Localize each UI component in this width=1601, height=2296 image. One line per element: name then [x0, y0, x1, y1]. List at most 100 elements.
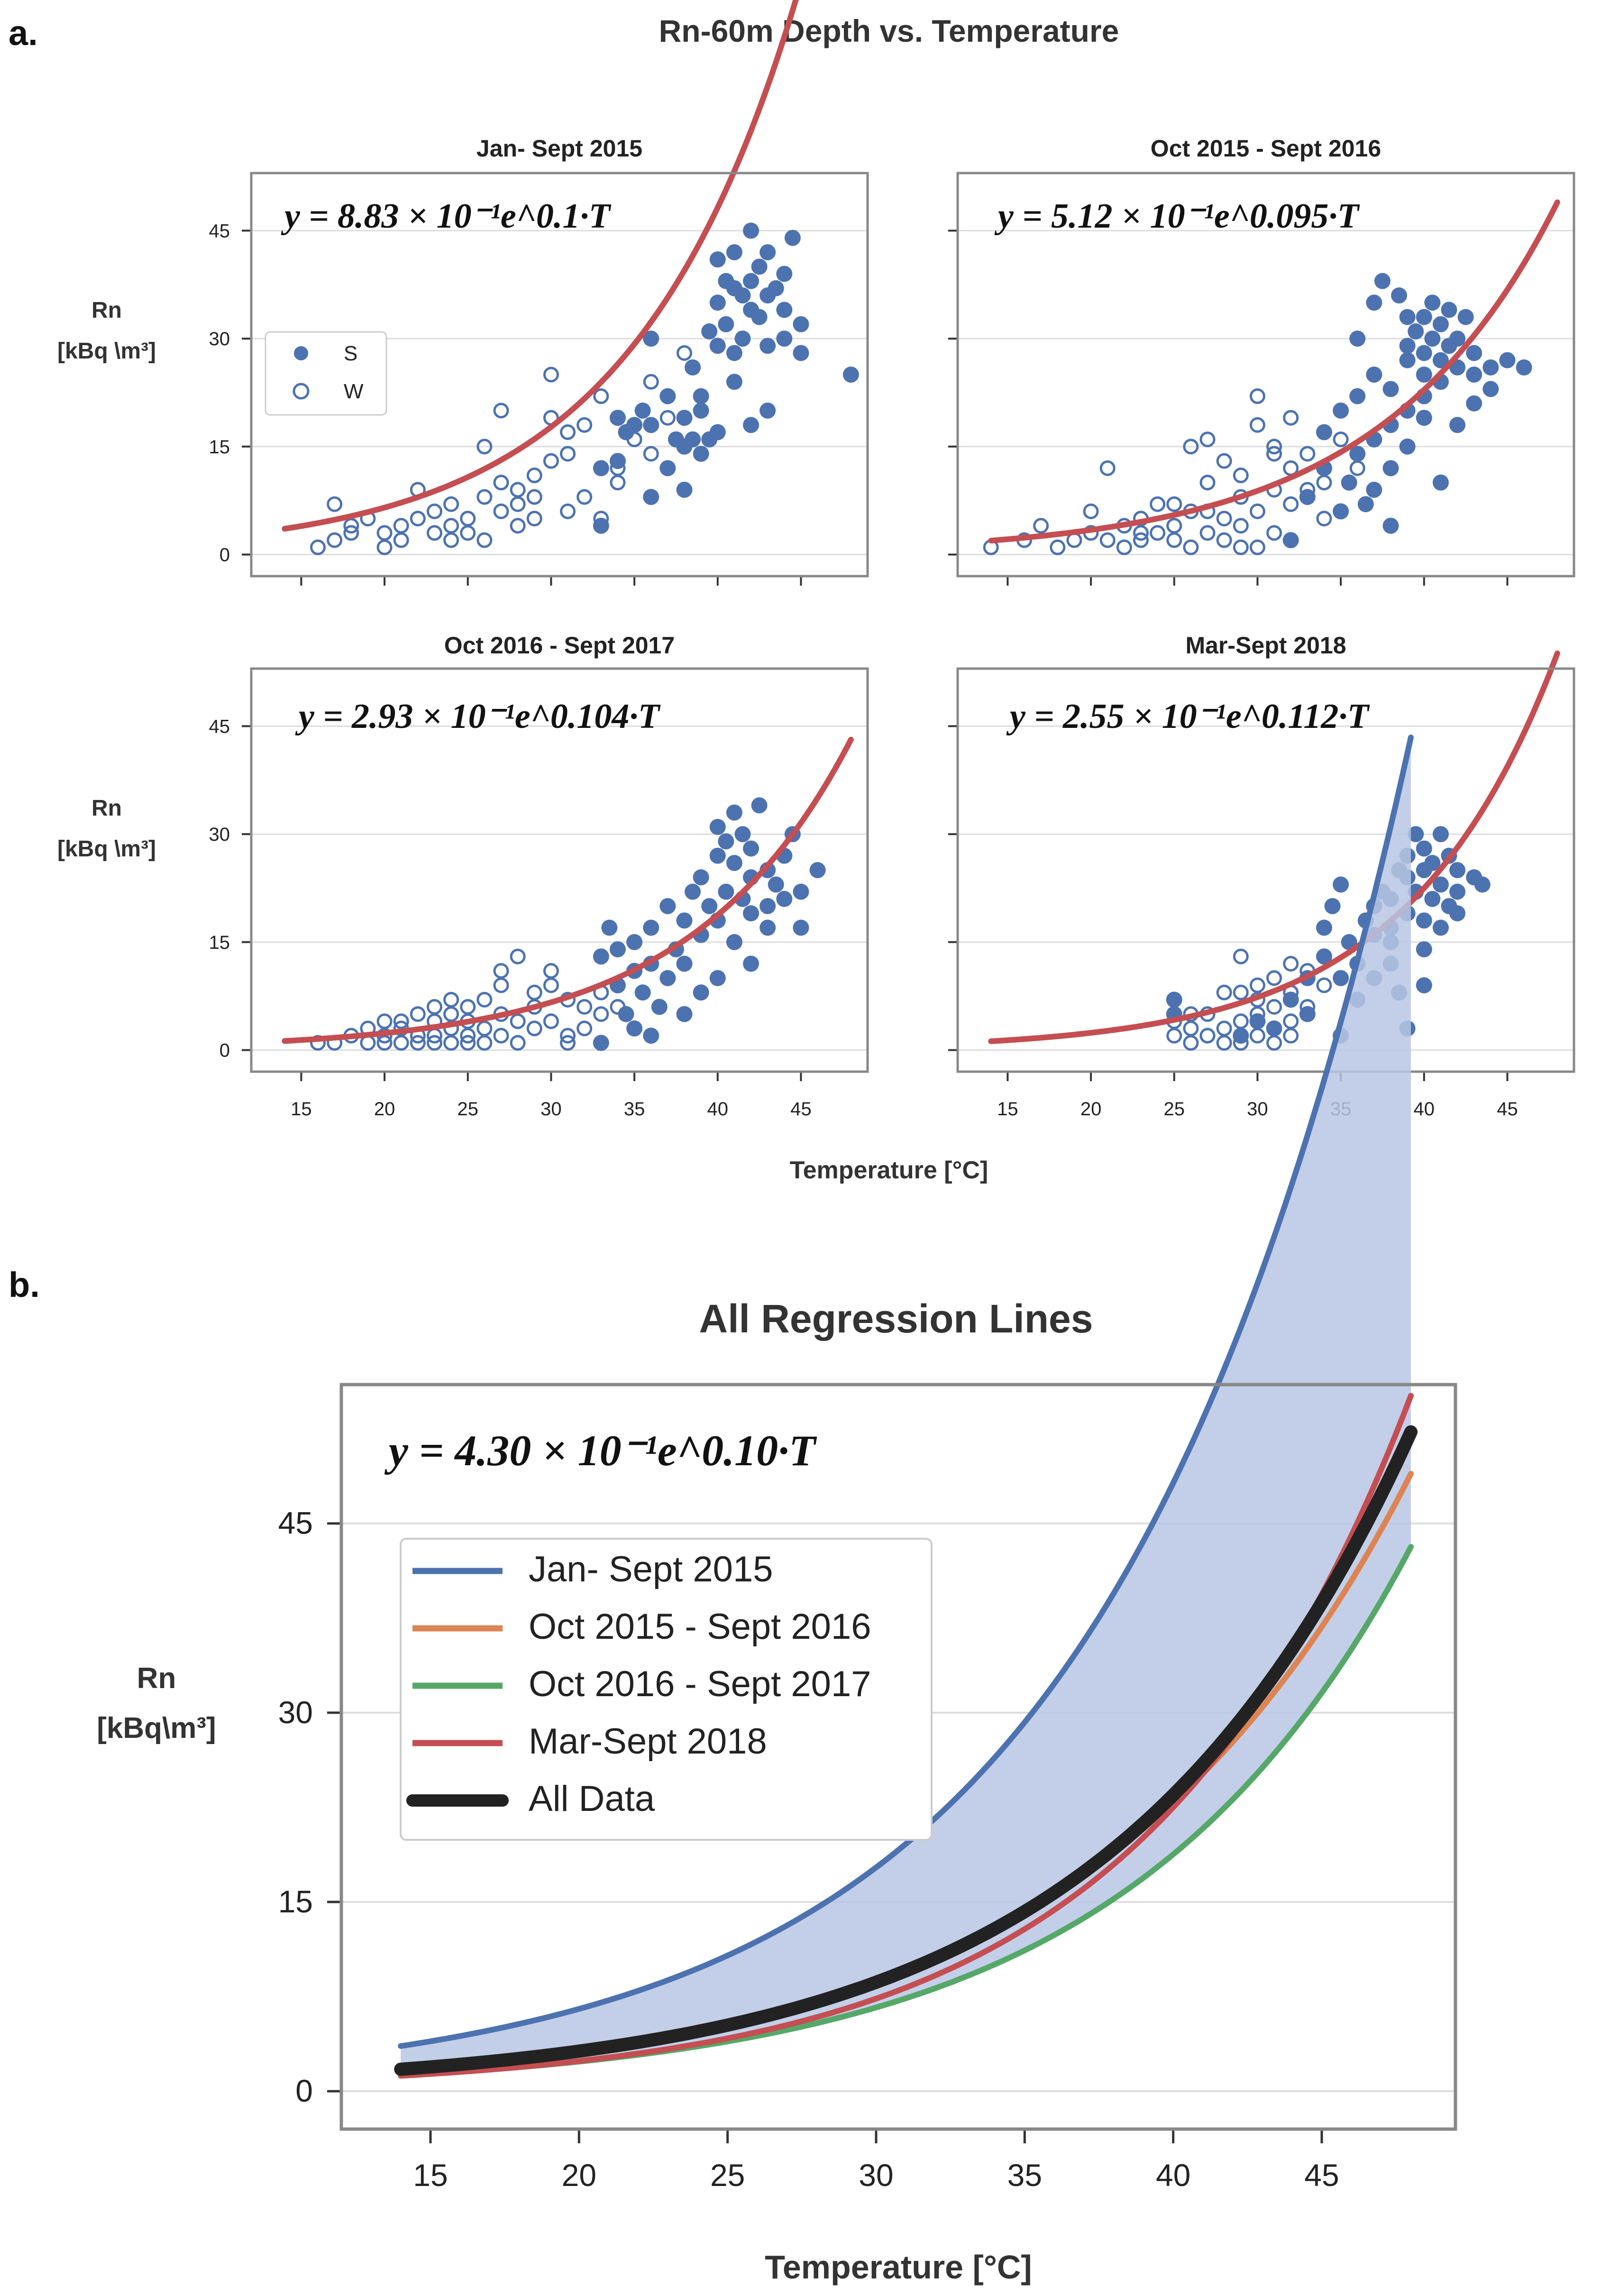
point-w: [1233, 468, 1249, 483]
point-w: [1266, 999, 1282, 1015]
point-w: [426, 503, 442, 519]
point-w: [1183, 439, 1199, 455]
point-s: [693, 445, 709, 462]
point-w: [560, 446, 576, 462]
point-s: [1449, 331, 1466, 347]
point-s: [734, 826, 751, 843]
fit-curve-mar-sept-2018: [988, 650, 1560, 1044]
point-w: [1199, 1028, 1216, 1044]
subplot-jan-sept-2015: 0 15 30 45 Jan- Sept 2015: [209, 0, 869, 586]
point-s: [1382, 381, 1399, 397]
point-w: [393, 518, 409, 534]
point-s: [759, 338, 776, 354]
point-w: [1249, 388, 1265, 404]
point-w: [510, 518, 526, 534]
point-s: [1424, 891, 1441, 907]
equation-all-data: y = 4.30 × 10⁻¹e^0.10·T: [384, 1426, 817, 1475]
point-w: [610, 475, 626, 491]
fit-curve-jan-sept-2015: [282, 0, 799, 532]
point-s: [743, 273, 759, 289]
point-s: [1408, 826, 1424, 843]
point-w: [1233, 539, 1249, 555]
point-s: [634, 402, 651, 419]
ytick-label-15: 15: [278, 1884, 313, 1919]
point-s: [726, 854, 742, 871]
point-w: [1033, 518, 1049, 534]
point-s: [1424, 331, 1441, 347]
xtick-label-25: 25: [457, 1099, 479, 1120]
ytick-label-45: 45: [209, 220, 230, 241]
point-s: [743, 955, 759, 972]
point-w: [493, 1028, 509, 1044]
point-s: [1449, 905, 1466, 922]
point-s: [1374, 273, 1391, 289]
legend-label-w: W: [344, 380, 364, 403]
xtick-label-40: 40: [1156, 2158, 1190, 2193]
scatter-legend-frame: [265, 331, 387, 416]
equation-oct-2016-sept-2017: y = 2.93 × 10⁻¹e^0.104·T: [295, 697, 661, 736]
point-w: [1266, 1035, 1282, 1051]
point-s: [768, 876, 784, 893]
point-s: [701, 898, 718, 914]
legend-marker-w: [293, 383, 310, 400]
point-w: [476, 992, 493, 1008]
point-w: [376, 1035, 393, 1051]
point-s: [1466, 395, 1482, 412]
point-s: [751, 258, 768, 275]
regression-legend: Jan- Sept 2015 Oct 2015 - Sept 2016 Oct …: [400, 1538, 933, 1841]
point-w: [526, 1020, 542, 1037]
point-w: [460, 511, 476, 527]
point-s: [1399, 438, 1416, 455]
point-s: [1432, 316, 1449, 332]
point-s: [1416, 977, 1432, 993]
point-s: [685, 431, 701, 448]
legend-label-all-data: All Data: [529, 1779, 655, 1819]
legend-marker-s: [294, 346, 308, 360]
point-s: [1316, 919, 1332, 936]
point-w: [526, 468, 542, 483]
point-s: [659, 460, 676, 477]
point-s: [609, 410, 626, 426]
subplot-oct-2016-sept-2017: 0 15 30 45 15 20 25 30 35 40 45 Oct 2016 - Sept 201…: [209, 632, 869, 1120]
point-w: [1233, 1013, 1249, 1029]
point-s: [1449, 862, 1466, 878]
point-w: [1283, 496, 1299, 512]
fit-curve-oct-2016-sept-2017: [282, 736, 854, 1044]
point-s: [743, 417, 759, 433]
point-w: [543, 453, 559, 469]
ytick-label-30: 30: [209, 329, 230, 349]
point-w: [677, 345, 693, 361]
legend-label-oct-2016-sept-2017: Oct 2016 - Sept 2017: [529, 1664, 871, 1704]
point-w: [643, 446, 659, 462]
xtick-label-20: 20: [1080, 1099, 1102, 1120]
point-s: [1432, 352, 1449, 368]
xtick-label-15: 15: [997, 1099, 1018, 1120]
point-w: [659, 410, 676, 426]
point-w: [443, 496, 459, 512]
point-s: [1382, 460, 1399, 477]
point-w: [1283, 1028, 1299, 1044]
regression-line-jan-sept-2015: [398, 735, 1414, 2049]
point-s: [643, 1028, 659, 1044]
point-w: [1266, 970, 1282, 986]
point-w: [593, 1006, 609, 1022]
scatter-legend: S W: [265, 331, 387, 416]
point-s: [776, 891, 793, 907]
point-w: [343, 525, 359, 541]
fit-curve-oct-2015-sept-2016: [988, 199, 1560, 544]
ytick-label-0: 0: [295, 2073, 313, 2108]
axes-frame-all-regression-lines: [339, 1383, 1457, 2131]
point-w: [1199, 475, 1216, 491]
point-w: [1150, 525, 1166, 541]
xtick-label-30: 30: [540, 1099, 562, 1120]
point-s: [709, 424, 726, 441]
point-s: [1449, 417, 1466, 433]
point-s: [693, 984, 709, 1001]
point-s: [718, 883, 734, 900]
point-s: [1349, 445, 1366, 462]
point-s: [634, 984, 651, 1001]
point-s: [1399, 338, 1416, 354]
point-w: [327, 496, 343, 512]
point-s: [1399, 352, 1416, 368]
